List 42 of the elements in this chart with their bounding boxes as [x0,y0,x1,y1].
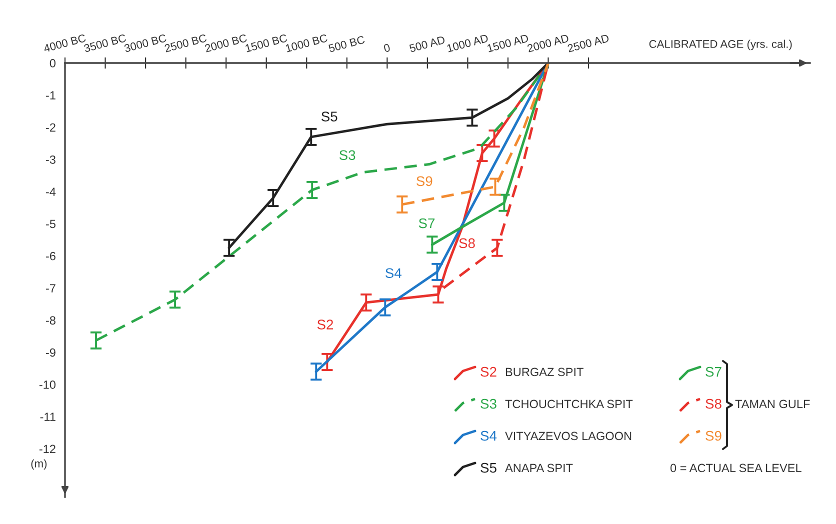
annotation: TCHOUCHTCHKA SPIT [505,400,633,408]
annotation: S8 [459,238,475,248]
annotation: S2 [317,320,334,330]
x-tick-label: 1500 AD [486,34,529,52]
x-tick-label: 1000 AD [446,34,489,52]
y-tick-label: 0 [50,59,56,68]
y-tick-label: -10 [39,380,56,389]
x-tick-label: 0 [383,43,390,52]
y-tick-label: -8 [46,316,56,325]
legend-label: S2 [480,366,496,377]
legend-label: S9 [706,430,722,441]
y-tick-label: -6 [46,252,56,260]
y-tick-label: -12 [39,444,56,454]
y-tick-label: -11 [40,412,56,421]
y-tick-label: -9 [46,348,56,357]
x-tick-label: 1000 BC [285,34,328,52]
annotation: ANAPA SPIT [505,464,573,472]
x-tick-label: 2500 AD [567,34,610,52]
x-axis-title: CALIBRATED AGE (yrs. cal.) [649,40,792,50]
annotation: BURGAZ SPIT [506,368,584,376]
y-tick-label: -2 [46,123,56,132]
annotation: S4 [386,268,402,278]
annotation: S3 [339,150,356,160]
legend-label: S8 [706,398,722,409]
annotation: S9 [416,176,432,186]
annotation: S7 [418,218,435,228]
y-tick-label: -1 [46,91,56,100]
y-tick-label: -7 [46,284,56,292]
annotation: S5 [321,112,338,122]
y-tick-label: -5 [46,220,56,228]
legend-label: S4 [480,430,497,441]
x-tick-label: 500 BC [328,35,366,52]
y-axis-title: (m) [31,459,47,470]
legend-label: S3 [480,398,496,409]
x-tick-label: 500 AD [408,36,446,52]
legend-label: S7 [706,366,722,377]
annotation: TAMAN GULF [735,400,810,408]
y-tick-label: -4 [46,188,56,196]
y-tick-label: -3 [46,155,56,164]
annotation: VITYAZEVOS LAGOON [505,432,632,440]
annotation: 0 = ACTUAL SEA LEVEL [670,464,802,472]
legend-label: S5 [480,462,496,473]
